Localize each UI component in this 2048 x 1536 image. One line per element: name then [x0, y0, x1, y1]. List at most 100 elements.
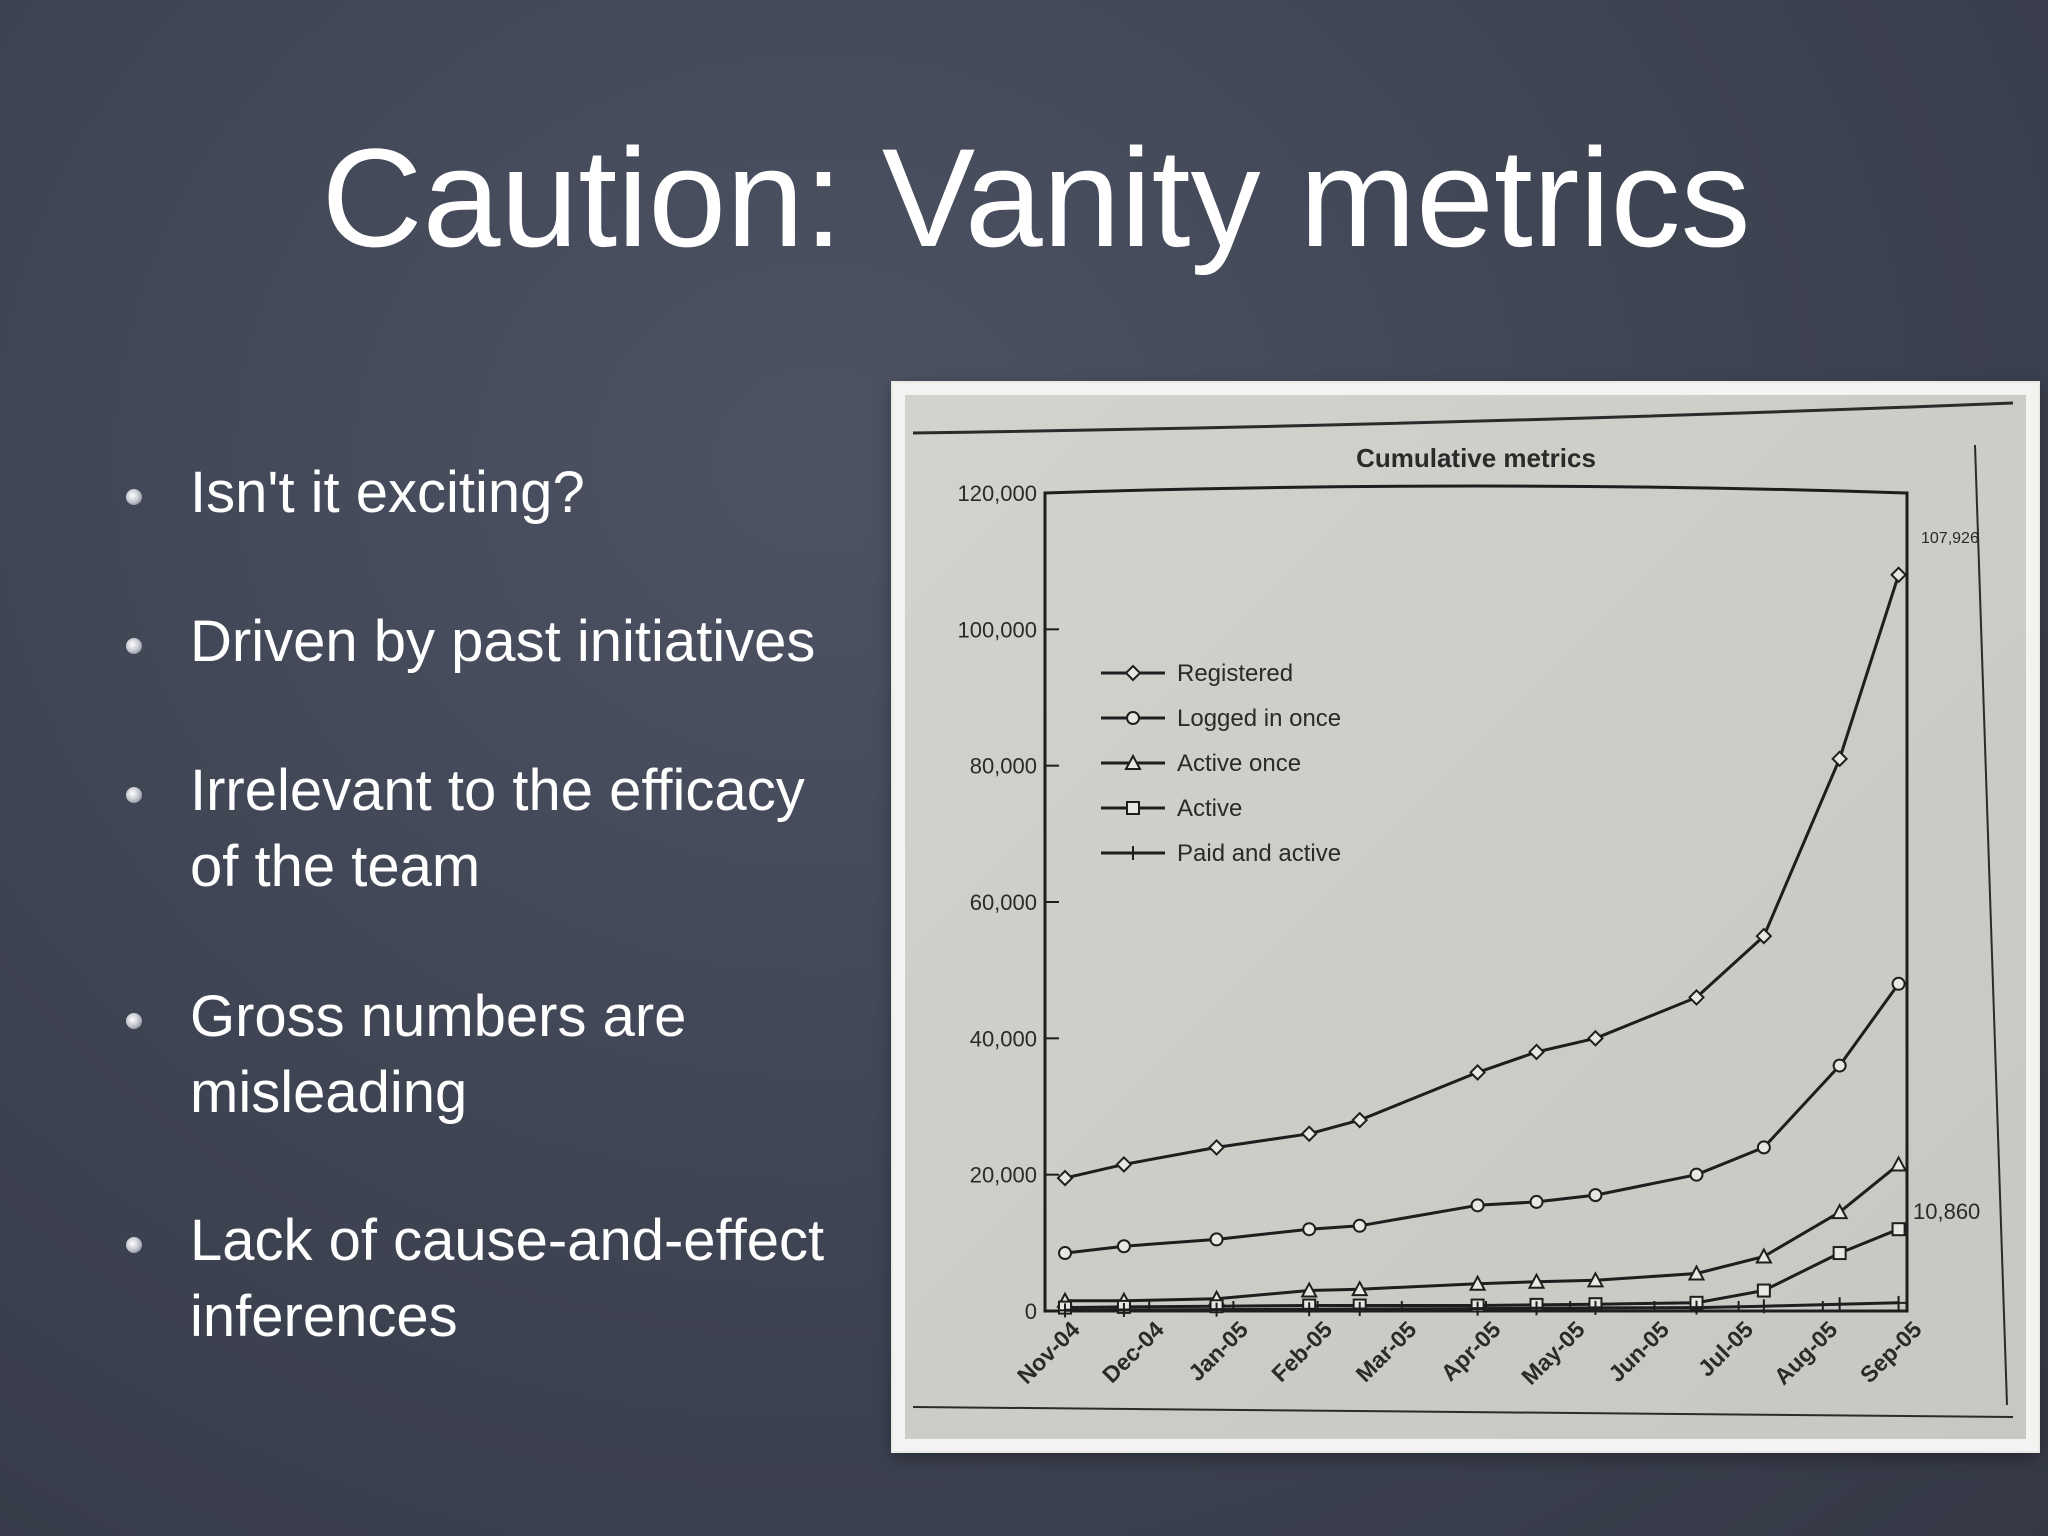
y-tick-label: 0 [1025, 1299, 1037, 1324]
y-tick-label: 60,000 [970, 890, 1037, 915]
cumulative-metrics-chart: Registered Logged in once Active once Activ… [912, 401, 2014, 1418]
data-point-registered [1890, 566, 1907, 584]
data-point-logged-in-once [1832, 1058, 1847, 1073]
bullet-item: Gross numbers are misleading [120, 979, 900, 1131]
page-edge-top [912, 401, 2014, 435]
data-point-active-once [1468, 1274, 1487, 1291]
data-point-active-once [1889, 1155, 1908, 1172]
bullet-text-continued: misleading [190, 1060, 468, 1125]
data-point-registered [1469, 1064, 1486, 1081]
legend-marker [1126, 711, 1140, 725]
data-point-logged-in-once [1302, 1222, 1317, 1237]
x-tick-label: Aug-05 [1769, 1316, 1843, 1390]
x-tick-label: May-05 [1516, 1316, 1590, 1390]
legend-marker [1124, 753, 1142, 770]
data-point-logged-in-once [1529, 1194, 1544, 1209]
data-point-active-once [1351, 1280, 1369, 1297]
bullet-icon [126, 1013, 142, 1029]
annotation-label: 107,926 [1921, 530, 1979, 547]
series-line-paid-and-active [1064, 1301, 1899, 1312]
y-tick-label: 20,000 [970, 1163, 1037, 1188]
data-point-active [1756, 1283, 1771, 1298]
data-point-logged-in-once [1352, 1218, 1367, 1233]
chart-photo-frame: Registered Logged in once Active once Activ… [893, 383, 2038, 1451]
y-tick-label: 100,000 [957, 617, 1037, 642]
data-point-paid-and-active [1891, 1295, 1906, 1310]
y-tick-label: 120,000 [957, 481, 1037, 506]
data-point-active-once [1687, 1264, 1706, 1281]
chart-photo: Registered Logged in once Active once Activ… [905, 395, 2026, 1439]
x-tick-label: Nov-04 [1012, 1316, 1085, 1389]
x-tick-label: Feb-05 [1266, 1316, 1337, 1387]
data-point-paid-and-active [1116, 1302, 1131, 1317]
data-point-active-once [1586, 1271, 1605, 1288]
bullet-icon [126, 489, 142, 505]
legend-marker [1126, 801, 1140, 815]
data-point-active [1832, 1246, 1847, 1261]
data-point-registered [1300, 1125, 1318, 1143]
data-point-paid-and-active [1209, 1302, 1224, 1317]
x-tick-label: Sep-05 [1855, 1316, 1927, 1388]
data-point-active [1891, 1222, 1906, 1237]
data-point-paid-and-active [1302, 1302, 1317, 1317]
bullet-item: Lack of cause-and-effect inferences [120, 1203, 900, 1355]
data-point-logged-in-once [1209, 1232, 1224, 1247]
x-tick-label: Mar-05 [1351, 1316, 1422, 1387]
page-edge-bottom [912, 1406, 2014, 1418]
bullet-text: Driven by past initiatives [190, 609, 816, 674]
data-point-logged-in-once [1756, 1140, 1771, 1155]
data-point-paid-and-active [1756, 1299, 1771, 1314]
legend-label: Active once [1177, 750, 1301, 777]
legend-marker [1126, 846, 1140, 860]
data-point-active-once [1300, 1281, 1318, 1298]
data-point-registered [1587, 1029, 1604, 1047]
data-point-registered [1528, 1043, 1545, 1061]
data-point-logged-in-once [1588, 1188, 1603, 1203]
series-line-logged-in-once [1064, 982, 1900, 1255]
bullet-icon [126, 787, 142, 803]
data-point-registered [1831, 750, 1849, 768]
data-point-paid-and-active [1058, 1303, 1072, 1318]
data-point-logged-in-once [1058, 1246, 1072, 1261]
series-line-active [1064, 1227, 1900, 1310]
data-point-logged-in-once [1470, 1198, 1485, 1213]
data-point-logged-in-once [1689, 1167, 1704, 1182]
legend-label: Logged in once [1177, 705, 1341, 732]
data-point-active-once [1527, 1272, 1546, 1289]
data-point-registered [1208, 1138, 1225, 1156]
data-point-logged-in-once [1116, 1239, 1131, 1254]
bullet-text-continued: inferences [190, 1284, 458, 1349]
x-tick-label: Jul-05 [1693, 1316, 1759, 1382]
x-tick-label: Jun-05 [1603, 1316, 1674, 1387]
annotation-label: 10,860 [1913, 1199, 1980, 1224]
chart-title: Cumulative metrics [1356, 443, 1596, 473]
legend-marker [1124, 664, 1142, 682]
series-line-active-once [1065, 1163, 1900, 1303]
data-point-active-once [1755, 1247, 1773, 1264]
data-point-registered [1115, 1156, 1133, 1173]
bullet-item: Driven by past initiatives [120, 604, 900, 680]
legend-label: Paid and active [1177, 840, 1341, 867]
data-point-active-once [1830, 1203, 1849, 1220]
page-edge-right [1974, 444, 2008, 1406]
plot-area-border [1043, 484, 1909, 1313]
data-point-registered [1056, 1169, 1074, 1187]
legend-label: Active [1177, 795, 1242, 822]
bullet-item: Irrelevant to the efficacy of the team [120, 753, 900, 905]
data-point-registered [1755, 927, 1773, 945]
data-point-paid-and-active [1588, 1300, 1603, 1315]
x-tick-label: Apr-05 [1436, 1316, 1506, 1386]
bullet-text: Isn't it exciting? [190, 460, 585, 525]
slide-title: Caution: Vanity metrics [321, 119, 1751, 276]
series-line-registered [1064, 574, 1901, 1180]
y-tick-label: 80,000 [970, 754, 1037, 779]
x-tick-label: Dec-04 [1097, 1316, 1169, 1388]
bullet-icon [126, 638, 142, 654]
data-point-registered [1688, 989, 1705, 1006]
data-point-paid-and-active [1352, 1301, 1367, 1316]
bullet-text: Lack of cause-and-effect [190, 1208, 825, 1273]
data-point-paid-and-active [1470, 1301, 1485, 1316]
bullet-text: Irrelevant to the efficacy [190, 758, 805, 823]
data-point-logged-in-once [1891, 976, 1906, 991]
bullet-icon [126, 1237, 142, 1253]
